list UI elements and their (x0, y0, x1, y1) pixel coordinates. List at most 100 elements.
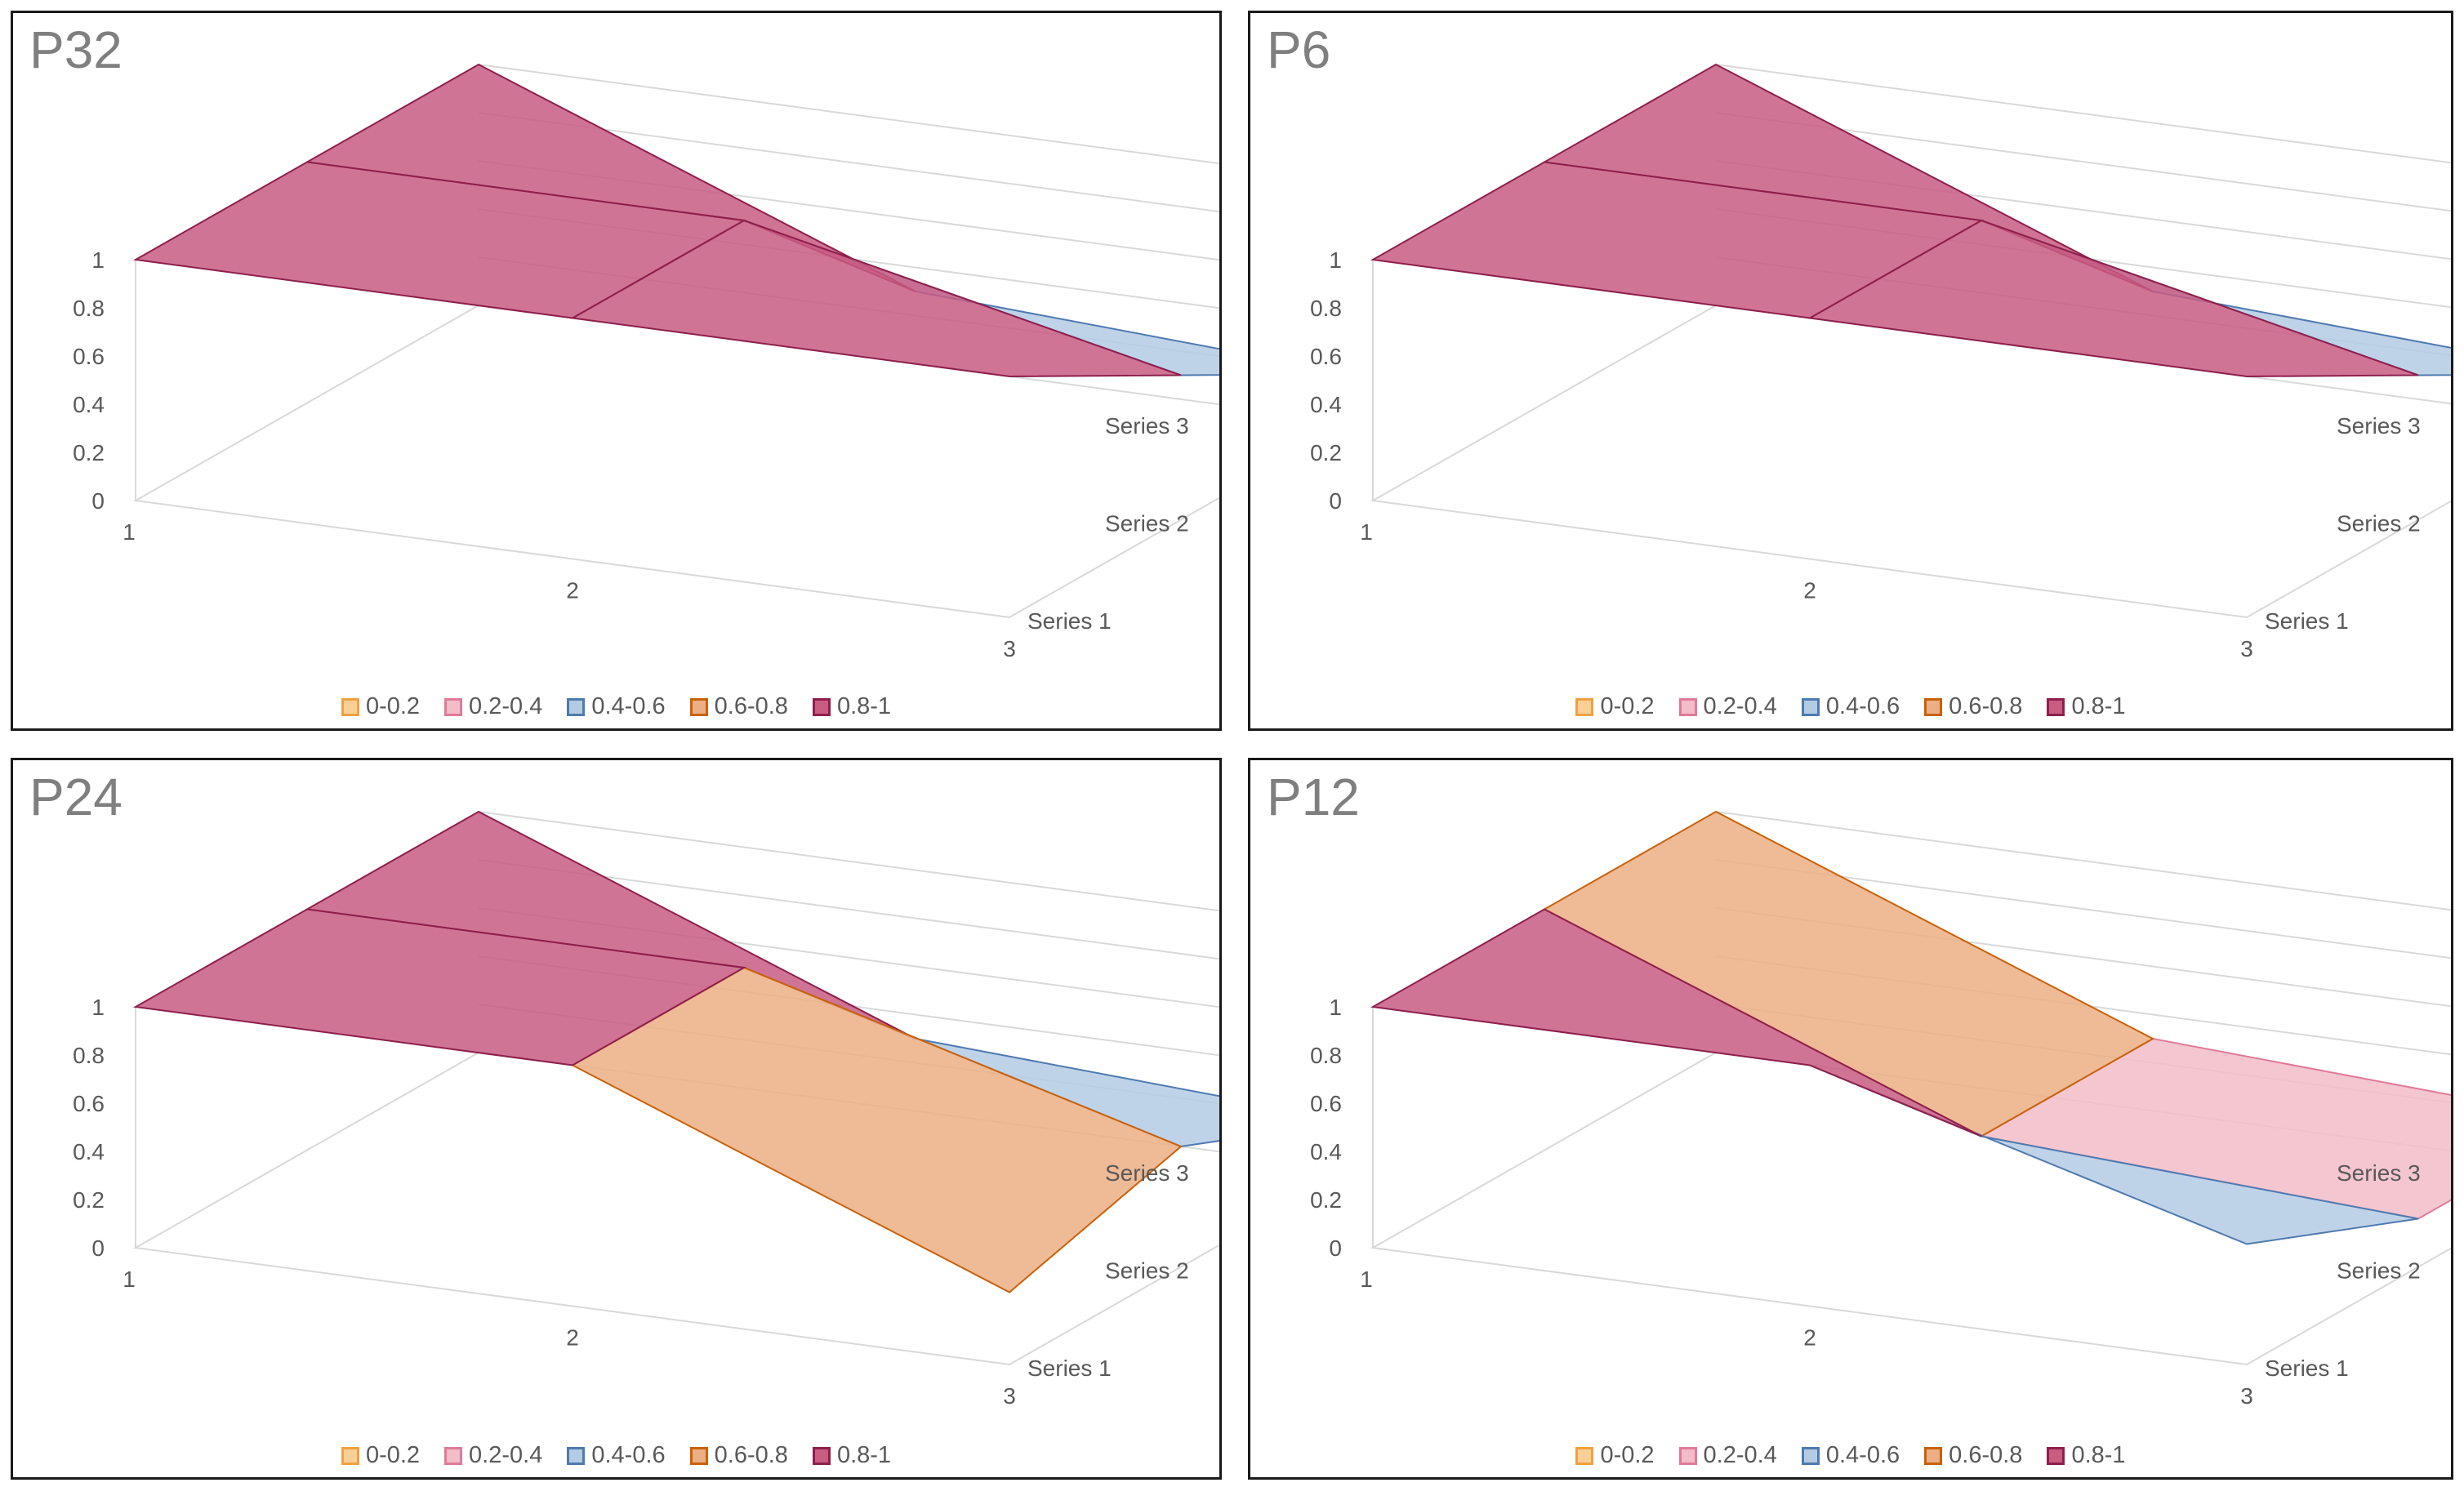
z-tick-label: 0.4 (1310, 1139, 1342, 1164)
legend-item: 0.8-1 (2047, 693, 2126, 720)
gridline (478, 859, 1219, 960)
series-label: Series 2 (2337, 1258, 2421, 1284)
z-tick-label: 1 (91, 995, 105, 1020)
legend-item: 0.4-0.6 (567, 693, 666, 720)
legend-item: 0.2-0.4 (1678, 1442, 1777, 1469)
legend-item: 0.2-0.4 (444, 693, 542, 720)
chart-panel-p24: P24 0 0.2 0.4 0.6 0.8 1 1 2 3 Series 1 Series 2 Ser… (11, 758, 1222, 1480)
chart-legend: 0-0.2 0.2-0.4 0.4-0.6 0.6-0.8 0.8-1 (13, 693, 1219, 720)
legend-item: 0.6-0.8 (689, 693, 788, 720)
x-tick-label: 1 (123, 519, 136, 545)
gridline (1715, 64, 2451, 164)
x-tick-label: 3 (2240, 1383, 2253, 1409)
legend-label: 0.8-1 (2071, 1442, 2126, 1468)
series-label: Series 2 (1105, 1258, 1189, 1284)
legend-label: 0.6-0.8 (714, 693, 788, 719)
legend-label: 0.6-0.8 (1949, 693, 2023, 719)
legend-swatch (1678, 1446, 1697, 1465)
surface-cell (132, 161, 747, 319)
legend-item: 0.2-0.4 (444, 1442, 542, 1469)
series-labels: Series 1 Series 2 Series 3 (2265, 413, 2421, 634)
legend-label: 0.4-0.6 (1825, 1442, 1900, 1468)
gridline (1715, 112, 2451, 212)
legend-swatch (1801, 1446, 1820, 1465)
chart-legend: 0-0.2 0.2-0.4 0.4-0.6 0.6-0.8 0.8-1 (1250, 1442, 2451, 1469)
x-tick-label: 3 (1003, 636, 1016, 661)
floor (132, 1007, 1219, 1366)
legend-label: 0.8-1 (836, 693, 892, 719)
legend-item: 0.6-0.8 (1924, 1442, 2022, 1469)
legend-item: 0-0.2 (1575, 1442, 1655, 1469)
chart-title: P6 (1267, 20, 1331, 79)
series-labels: Series 1 Series 2 Series 3 (2265, 1160, 2421, 1381)
x-tick-label: 3 (1003, 1383, 1016, 1409)
floor (132, 260, 1219, 619)
legend-swatch (689, 697, 708, 716)
floor (1370, 1007, 2451, 1366)
floor (1370, 260, 2451, 619)
z-tick-label: 1 (1329, 995, 1342, 1020)
series-label: Series 2 (2337, 511, 2421, 536)
legend-swatch (1924, 697, 1943, 716)
legend-swatch (812, 697, 831, 716)
z-tick-labels: 0 0.2 0.4 0.6 0.8 1 (73, 247, 105, 514)
series-label: Series 3 (2337, 413, 2421, 439)
chart-legend: 0-0.2 0.2-0.4 0.4-0.6 0.6-0.8 0.8-1 (13, 1442, 1219, 1469)
x-tick-label: 2 (566, 1325, 579, 1351)
legend-swatch (444, 697, 463, 716)
surface (132, 810, 1219, 1293)
z-tick-label: 0.2 (1310, 1187, 1342, 1213)
legend-item: 0.6-0.8 (689, 1442, 788, 1469)
legend-swatch (1575, 1446, 1594, 1465)
surface-cell (1370, 161, 1985, 319)
series-labels: Series 1 Series 2 Series 3 (1027, 413, 1189, 634)
surface-cell (132, 908, 747, 1066)
floor-outline (132, 305, 1219, 619)
z-tick-label: 0.8 (73, 1043, 105, 1068)
x-tick-label: 1 (1360, 1267, 1373, 1292)
z-tick-label: 0.8 (1310, 296, 1342, 321)
surface-cell (1370, 908, 1982, 1138)
z-tick-label: 0.6 (73, 1091, 105, 1116)
legend-item: 0.8-1 (812, 693, 892, 720)
legend-item: 0.8-1 (2047, 1442, 2126, 1469)
z-tick-label: 0 (1329, 488, 1342, 514)
floor-outline (1370, 1052, 2451, 1366)
legend-label: 0.4-0.6 (591, 693, 666, 719)
legend-label: 0.6-0.8 (714, 1442, 788, 1468)
x-tick-label: 2 (1803, 578, 1816, 603)
z-tick-label: 0.4 (1310, 392, 1342, 417)
legend-item: 0.4-0.6 (1801, 693, 1900, 720)
x-tick-labels: 1 2 3 (123, 519, 1016, 661)
series-label: Series 2 (1105, 511, 1189, 536)
floor-outline (132, 1052, 1219, 1366)
z-tick-label: 0.4 (73, 1139, 105, 1164)
legend-item: 0-0.2 (1575, 693, 1655, 720)
z-tick-label: 1 (91, 247, 105, 273)
z-tick-label: 0.8 (1310, 1043, 1342, 1068)
floor-outline (1370, 305, 2451, 619)
legend-swatch (1575, 697, 1594, 716)
legend-label: 0.2-0.4 (469, 1442, 543, 1468)
series-label: Series 1 (2265, 608, 2349, 634)
z-tick-label: 1 (1329, 247, 1342, 273)
x-tick-labels: 1 2 3 (1360, 1267, 2253, 1409)
z-tick-labels: 0 0.2 0.4 0.6 0.8 1 (1310, 995, 1342, 1261)
legend-swatch (444, 1446, 463, 1465)
z-tick-label: 0.2 (73, 1187, 105, 1213)
legend-label: 0.2-0.4 (1703, 693, 1777, 719)
legend-swatch (341, 1446, 359, 1465)
legend-item: 0.8-1 (812, 1442, 891, 1469)
legend-label: 0.4-0.6 (591, 1442, 666, 1468)
legend-label: 0.2-0.4 (1703, 1442, 1777, 1468)
z-tick-labels: 0 0.2 0.4 0.6 0.8 1 (1310, 247, 1342, 514)
gridline (478, 811, 1219, 912)
legend-label: 0.4-0.6 (1825, 693, 1900, 719)
chart-panel-p32: P32 0 0.2 0.4 0.6 0.8 1 1 2 3 Series 1 Series 2 Ser… (11, 11, 1222, 731)
legend-item: 0.2-0.4 (1678, 693, 1777, 720)
surface (132, 63, 1219, 378)
z-tick-label: 0 (91, 1235, 105, 1261)
gridline (478, 64, 1219, 165)
legend-label: 0-0.2 (1600, 693, 1655, 719)
